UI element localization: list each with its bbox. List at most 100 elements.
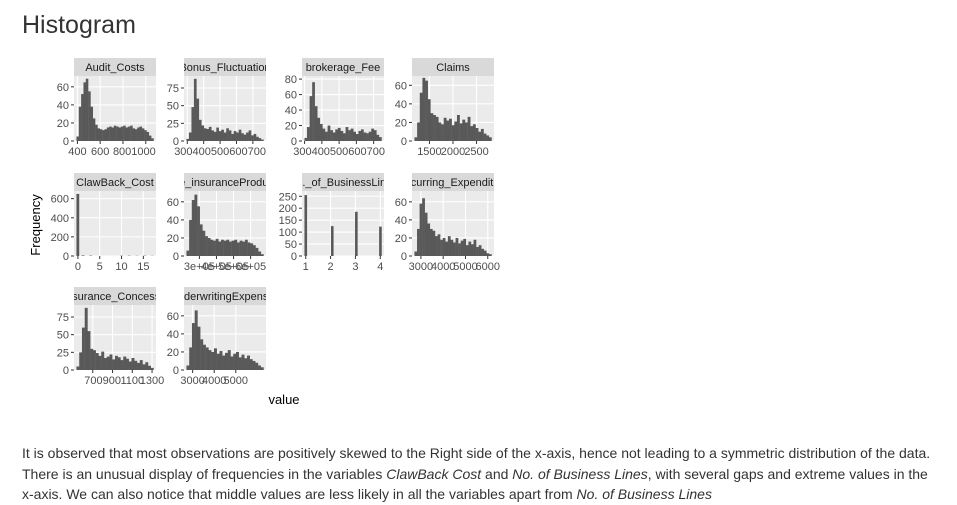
y-tick-label: 200 [279, 203, 297, 215]
histogram-bar [441, 124, 444, 141]
x-tick-label: 4000 [202, 375, 226, 387]
histogram-bar [98, 355, 102, 370]
histogram-bar [243, 134, 247, 141]
histogram-bar [432, 230, 436, 256]
histogram-bar [456, 115, 460, 141]
histogram-bar [87, 331, 91, 370]
histogram-bar [189, 219, 192, 256]
histogram-bar [203, 128, 207, 141]
histogram-bar [117, 357, 121, 370]
histogram-bar [141, 128, 145, 141]
histogram-bar [120, 360, 124, 370]
histogram-bar [134, 129, 138, 141]
x-tick-label: 2500 [464, 146, 488, 158]
histogram-bar [189, 347, 193, 370]
facet-strip [74, 287, 156, 305]
y-tick-label: 80 [285, 74, 297, 86]
histogram-bar [414, 251, 418, 256]
histogram-bar [468, 241, 472, 256]
histogram-bar [142, 364, 146, 370]
x-tick-label: 3 [352, 261, 358, 273]
y-tick-label: 40 [285, 105, 297, 117]
histogram-bar [88, 91, 91, 141]
histogram-bar [148, 365, 151, 370]
histogram-bar [76, 136, 79, 141]
histogram-bar [99, 129, 103, 141]
histogram-bar [248, 130, 252, 141]
histogram-bar [327, 125, 331, 141]
histogram-bar [85, 78, 89, 141]
histogram-bar [218, 241, 222, 256]
histogram-bar [126, 358, 129, 370]
histogram-bar [123, 356, 127, 370]
y-tick-label: 25 [57, 347, 69, 359]
histogram-bar [366, 133, 369, 141]
histogram-bar [120, 126, 124, 141]
histogram-bar [422, 198, 425, 256]
histogram-bar [226, 239, 230, 256]
histogram-bar [360, 129, 364, 141]
histogram-bar [309, 96, 313, 141]
description-line-1: It is observed that most observations ar… [22, 445, 931, 461]
x-tick-label: 5000 [453, 261, 477, 273]
histogram-bar [252, 245, 256, 256]
facet-strip [184, 58, 266, 76]
histogram-bar [95, 353, 99, 370]
facet-strip [412, 58, 494, 76]
variable-clawback-cost: ClawBack Cost [386, 465, 482, 482]
facet-strip-label: Recurring_Expenditure [397, 177, 510, 189]
histogram-bar [109, 126, 112, 141]
x-tick-label: 5000 [224, 375, 248, 387]
histogram-bar [101, 351, 105, 370]
histogram-bar [465, 245, 469, 256]
histogram-bar [92, 350, 96, 370]
panel-background [74, 191, 156, 256]
histogram-bar [125, 127, 129, 141]
histogram-bar [488, 137, 492, 141]
x-tick-label: 2000 [441, 146, 465, 158]
histogram-bar [488, 254, 492, 256]
histogram-bar [90, 348, 94, 370]
histogram-bar [247, 355, 250, 370]
histogram-bar [81, 94, 84, 141]
histogram-bar [478, 131, 482, 141]
y-tick-label: 40 [57, 100, 69, 112]
histogram-bar [128, 361, 132, 370]
x-tick-label: 4000 [431, 261, 455, 273]
y-tick-label: 0 [401, 251, 407, 263]
histogram-bar [198, 119, 202, 141]
y-tick-label: 100 [279, 227, 297, 239]
x-tick-label: 3000 [180, 375, 204, 387]
histogram-bar [104, 129, 108, 141]
histogram-bar [470, 244, 474, 256]
x-tick-label: 2 [328, 261, 334, 273]
y-tick-label: 0 [291, 251, 297, 263]
histogram-bar [211, 130, 215, 141]
histogram-bar [458, 243, 461, 256]
histogram-bar [197, 206, 200, 256]
histogram-bar [139, 360, 143, 370]
x-tick-label: 3e+05 [184, 261, 215, 273]
y-tick-label: 20 [167, 233, 179, 245]
histogram-bar [233, 131, 237, 141]
histogram-bar [239, 240, 243, 256]
histogram-bar [242, 241, 246, 256]
histogram-bar [196, 98, 200, 141]
histogram-bar [427, 99, 431, 141]
histogram-bar [137, 127, 140, 141]
histogram-bar [249, 359, 253, 370]
histogram-bar [425, 80, 428, 141]
histogram-bar [90, 106, 94, 141]
y-axis-label: Frequency [28, 194, 43, 256]
histogram-bar [314, 106, 318, 141]
x-tick-label: 15 [137, 261, 149, 273]
histogram-bar [103, 357, 107, 370]
histogram-bar [371, 128, 375, 141]
histogram-bar [373, 130, 377, 141]
histogram-bar [443, 117, 447, 141]
histogram-bar [363, 132, 367, 141]
histogram-bar [438, 122, 442, 141]
histogram-bar [379, 226, 382, 256]
variable-business-lines: No. of Business Lines [512, 465, 648, 482]
facet-strip-label: Bonus_Fluctuation [179, 62, 270, 74]
